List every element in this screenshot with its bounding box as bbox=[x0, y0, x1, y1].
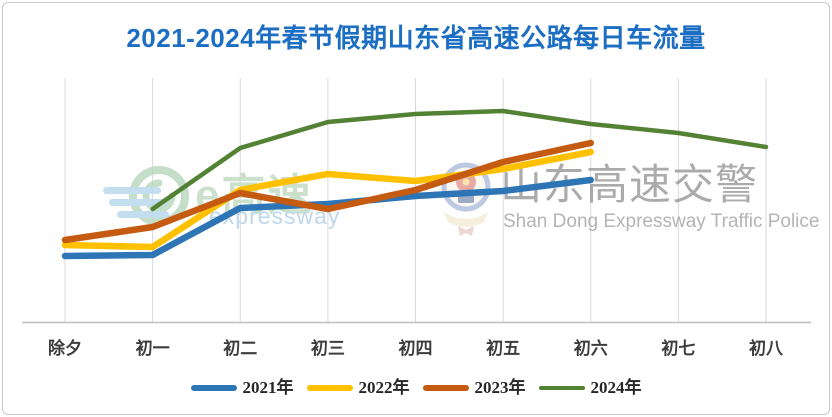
legend-label-2021年: 2021年 bbox=[242, 378, 294, 397]
legend-swatch-2022年 bbox=[306, 384, 353, 391]
police-watermark-cn: 山东高速交警 bbox=[500, 163, 759, 209]
legend-label-2024年: 2024年 bbox=[590, 378, 642, 397]
legend-item-2022年: 2022年 bbox=[306, 378, 410, 397]
e-expressway-logo-icon bbox=[103, 166, 189, 226]
legend-item-2023年: 2023年 bbox=[422, 378, 526, 397]
x-axis-label-初二: 初二 bbox=[223, 339, 258, 358]
egaosu-watermark: e高速 expressway bbox=[103, 163, 353, 233]
police-watermark-en: Shan Dong Expressway Traffic Police bbox=[503, 211, 820, 232]
chart-title: 2021-2024年春节假期山东省高速公路每日车流量 bbox=[126, 23, 706, 53]
x-axis-label-初四: 初四 bbox=[398, 339, 433, 358]
x-axis-label-初三: 初三 bbox=[310, 339, 345, 358]
legend-item-2021年: 2021年 bbox=[190, 378, 294, 397]
egaosu-watermark-subtext: expressway bbox=[209, 203, 341, 229]
x-axis-label-初一: 初一 bbox=[135, 339, 170, 358]
x-axis-label-初六: 初六 bbox=[573, 339, 608, 358]
legend-item-2024年: 2024年 bbox=[538, 378, 642, 397]
x-axis-label-初八: 初八 bbox=[749, 339, 783, 358]
x-axis-label-初七: 初七 bbox=[661, 339, 696, 358]
legend-label-2022年: 2022年 bbox=[358, 378, 410, 397]
legend-label-2023年: 2023年 bbox=[474, 378, 526, 397]
legend: 2021年 2022年 2023年 2024年 bbox=[0, 379, 832, 396]
legend-swatch-2021年 bbox=[190, 384, 237, 391]
x-axis-label-初五: 初五 bbox=[486, 339, 521, 358]
police-badge-icon bbox=[441, 162, 491, 236]
legend-swatch-2024年 bbox=[538, 385, 585, 390]
x-axis-label-除夕: 除夕 bbox=[48, 339, 82, 358]
legend-swatch-2023年 bbox=[422, 384, 469, 391]
